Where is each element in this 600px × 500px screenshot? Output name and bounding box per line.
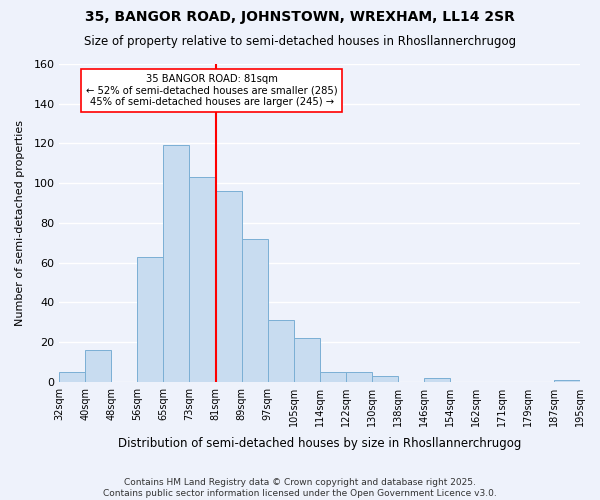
Text: 35 BANGOR ROAD: 81sqm
← 52% of semi-detached houses are smaller (285)
45% of sem: 35 BANGOR ROAD: 81sqm ← 52% of semi-deta…: [86, 74, 337, 107]
Bar: [554, 380, 580, 382]
Bar: [137, 256, 163, 382]
Text: Size of property relative to semi-detached houses in Rhosllannerchrugog: Size of property relative to semi-detach…: [84, 35, 516, 48]
Bar: [320, 372, 346, 382]
Bar: [190, 177, 215, 382]
Bar: [215, 191, 242, 382]
X-axis label: Distribution of semi-detached houses by size in Rhosllannerchrugog: Distribution of semi-detached houses by …: [118, 437, 521, 450]
Bar: [268, 320, 293, 382]
Bar: [372, 376, 398, 382]
Text: Contains HM Land Registry data © Crown copyright and database right 2025.
Contai: Contains HM Land Registry data © Crown c…: [103, 478, 497, 498]
Bar: [85, 350, 112, 382]
Bar: [346, 372, 372, 382]
Bar: [293, 338, 320, 382]
Bar: [424, 378, 450, 382]
Bar: [242, 238, 268, 382]
Bar: [163, 146, 190, 382]
Text: 35, BANGOR ROAD, JOHNSTOWN, WREXHAM, LL14 2SR: 35, BANGOR ROAD, JOHNSTOWN, WREXHAM, LL1…: [85, 10, 515, 24]
Bar: [59, 372, 85, 382]
Y-axis label: Number of semi-detached properties: Number of semi-detached properties: [15, 120, 25, 326]
